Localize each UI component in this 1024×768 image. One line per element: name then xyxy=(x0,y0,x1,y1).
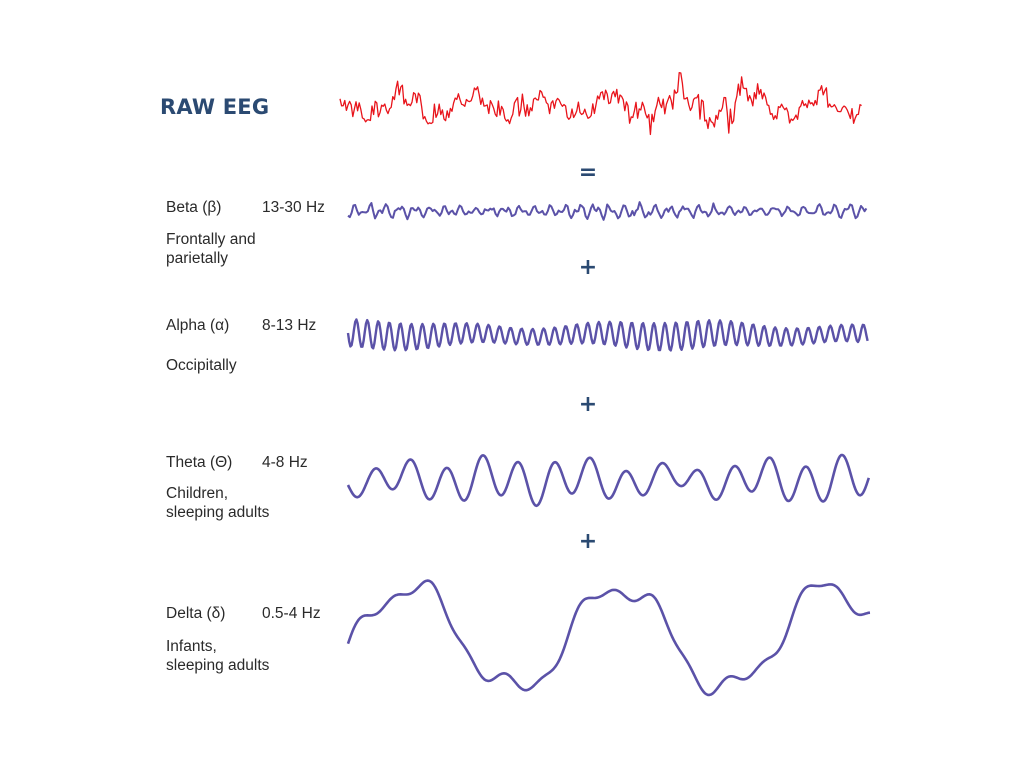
alpha-waveform xyxy=(346,318,869,352)
theta-frequency: 4-8 Hz xyxy=(262,454,308,471)
theta-desc-line-2: sleeping adults xyxy=(166,504,270,521)
alpha-name: Alpha (α) xyxy=(166,317,230,334)
delta-label: Delta (δ) 0.5-4 Hz xyxy=(166,604,321,623)
theta-desc-line-1: Children, xyxy=(166,485,229,502)
theta-name: Theta (Θ) xyxy=(166,454,233,471)
theta-waveform xyxy=(346,453,871,508)
delta-description: Infants, sleeping adults xyxy=(166,637,336,675)
beta-waveform xyxy=(347,201,868,221)
plus-sign-3: + xyxy=(578,529,598,554)
beta-desc-line-2: parietally xyxy=(166,250,229,267)
alpha-frequency: 8-13 Hz xyxy=(262,317,317,334)
equals-sign: = xyxy=(578,160,598,185)
beta-description: Frontally and parietally xyxy=(166,230,336,268)
delta-name: Delta (δ) xyxy=(166,605,226,622)
raw-eeg-title: RAW EEG xyxy=(160,95,270,119)
delta-desc-line-1: Infants, xyxy=(166,638,217,655)
delta-waveform xyxy=(346,579,871,697)
plus-sign-2: + xyxy=(578,392,598,417)
delta-desc-line-2: sleeping adults xyxy=(166,657,270,674)
theta-description: Children, sleeping adults xyxy=(166,484,336,522)
alpha-label: Alpha (α) 8-13 Hz xyxy=(166,316,316,335)
beta-desc-line-1: Frontally and xyxy=(166,231,256,248)
theta-label: Theta (Θ) 4-8 Hz xyxy=(166,453,308,472)
delta-frequency: 0.5-4 Hz xyxy=(262,605,321,622)
beta-frequency: 13-30 Hz xyxy=(262,199,325,216)
raw-eeg-waveform xyxy=(339,72,862,136)
beta-label: Beta (β) 13-30 Hz xyxy=(166,198,325,217)
plus-sign-1: + xyxy=(578,255,598,280)
alpha-description: Occipitally xyxy=(166,356,336,375)
beta-name: Beta (β) xyxy=(166,199,222,216)
alpha-desc-line-1: Occipitally xyxy=(166,357,237,374)
